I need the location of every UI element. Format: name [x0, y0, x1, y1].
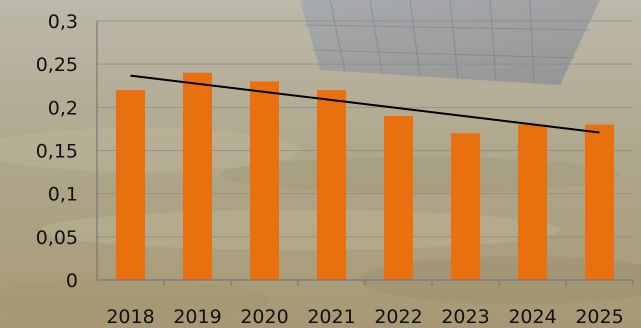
bar: [585, 124, 614, 280]
x-tick-labels: 2018 2019 2020 2021 2022 2023 2024 2025: [106, 306, 623, 328]
bar: [317, 90, 346, 280]
axes: [96, 21, 634, 286]
y-tick-label: 0,05: [36, 227, 78, 249]
y-tick-label: 0,25: [36, 54, 78, 76]
bar: [183, 72, 212, 280]
y-tick-labels: 0 0,05 0,1 0,15 0,2 0,25 0,3: [36, 11, 78, 292]
y-tick-label: 0,2: [48, 97, 78, 119]
bar: [116, 90, 145, 280]
x-tick-label: 2019: [173, 306, 221, 328]
x-tick-label: 2021: [307, 306, 355, 328]
x-tick-label: 2022: [374, 306, 422, 328]
y-tick-label: 0,3: [48, 11, 78, 33]
bar: [250, 81, 279, 280]
trendline: [130, 74, 600, 134]
y-tick-label: 0,1: [48, 184, 78, 206]
x-tick-label: 2024: [508, 306, 556, 328]
x-tick-label: 2020: [240, 306, 288, 328]
bar: [518, 124, 547, 280]
y-tick-label: 0: [66, 270, 78, 292]
bar: [384, 115, 413, 280]
gridlines: [97, 20, 633, 238]
linear-trendline: [130, 74, 600, 134]
y-tick-label: 0,15: [36, 141, 78, 163]
x-tick-label: 2025: [575, 306, 623, 328]
bar: [451, 133, 480, 280]
bars: [116, 72, 614, 280]
x-tick-label: 2023: [441, 306, 489, 328]
x-tick-label: 2018: [106, 306, 154, 328]
